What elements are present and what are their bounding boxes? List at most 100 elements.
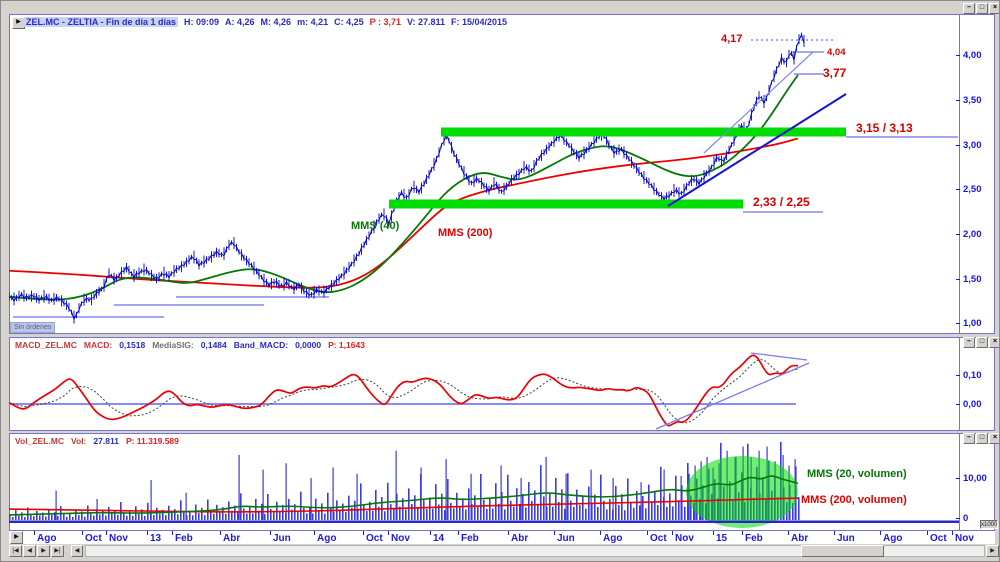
volume-bar	[468, 488, 470, 520]
y-axis-label: 2,50	[963, 184, 982, 195]
volume-bar	[318, 510, 320, 520]
volume-bar	[666, 506, 668, 520]
volume-bar	[177, 514, 179, 520]
close-button[interactable]: ×	[989, 3, 999, 14]
time-axis-label: Abr	[791, 533, 809, 544]
minimize-button[interactable]: –	[963, 3, 975, 14]
volume-header: Vol_ZEL.MC Vol: 27.811 P: 11.319.589	[15, 436, 186, 446]
volume-bar	[342, 503, 344, 520]
volume-bar	[213, 513, 215, 520]
volume-bar	[138, 513, 140, 520]
title-segment: P : 3,71	[369, 17, 401, 27]
time-axis	[9, 531, 995, 544]
volume-bar	[465, 509, 467, 520]
price-window-controls: – □ ×	[962, 3, 999, 21]
macd-signal-line	[9, 358, 799, 424]
volume-bar	[54, 512, 56, 520]
volume-bar	[75, 509, 77, 520]
time-axis-label: Nov	[109, 533, 128, 544]
price-chart-canvas[interactable]	[9, 14, 959, 333]
volume-spike-bar	[238, 454, 240, 520]
time-axis-tick	[713, 531, 714, 535]
volume-bar	[330, 508, 332, 520]
scrollbar-left-arrow-button[interactable]: ◀	[71, 545, 83, 557]
volume-chart-canvas[interactable]	[9, 433, 959, 531]
time-axis-tick	[834, 531, 835, 535]
volume-bar	[516, 488, 518, 520]
volume-bar	[594, 494, 596, 520]
maximize-button[interactable]: □	[976, 433, 988, 444]
volume-bar	[363, 504, 365, 520]
header-segment: MACD:	[83, 340, 113, 350]
y-axis-label: 1,00	[963, 318, 982, 329]
volume-bar	[303, 507, 305, 520]
title-segment: H: 09:09	[184, 17, 220, 27]
volume-bar	[597, 506, 599, 520]
volume-bar	[165, 515, 167, 520]
volume-bar	[351, 507, 353, 520]
volume-bar	[609, 498, 611, 520]
volume-spike-bar	[640, 482, 642, 520]
volume-bar	[99, 514, 101, 520]
volume-bar	[357, 509, 359, 520]
volume-bar	[81, 511, 83, 520]
title-segment: C: 4,25	[334, 17, 364, 27]
volume-bar	[606, 509, 608, 520]
y-axis-label: 1,50	[963, 274, 982, 285]
volume-bar	[447, 479, 449, 520]
volume-bar	[591, 503, 593, 520]
maximize-button[interactable]: □	[976, 337, 988, 348]
volume-bar	[660, 466, 662, 520]
volume-bar	[624, 510, 626, 520]
scrollbar-thumb[interactable]	[801, 545, 884, 557]
volume-bar	[21, 512, 23, 520]
volume-multiplier-label: x1000	[980, 520, 998, 529]
volume-bar	[438, 504, 440, 520]
volume-bar	[153, 514, 155, 520]
volume-bar	[474, 495, 476, 520]
title-segment: M: 4,26	[260, 17, 292, 27]
volume-bar	[498, 503, 500, 520]
minimize-button[interactable]: –	[963, 337, 975, 348]
time-axis-expander-icon[interactable]: ▶	[10, 531, 23, 544]
volume-spike-bar	[332, 467, 334, 520]
volume-bar	[102, 510, 104, 520]
y-axis-label: 2,00	[963, 229, 982, 240]
scrollbar-last-button[interactable]: ▶|	[51, 545, 64, 557]
volume-bar	[201, 507, 203, 520]
scrollbar-step-back-button[interactable]: ◀	[23, 545, 36, 557]
time-axis-tick	[430, 531, 431, 535]
time-axis-label: Ago	[603, 533, 623, 544]
maximize-button[interactable]: □	[976, 3, 988, 14]
scrollbar-track[interactable]	[85, 545, 985, 557]
header-segment: MACD_ZEL.MC	[15, 340, 77, 350]
time-axis-tick	[172, 531, 173, 535]
volume-bar	[237, 512, 239, 520]
volume-bar	[378, 506, 380, 520]
volume-bar	[126, 515, 128, 520]
volume-bar	[180, 500, 182, 520]
time-axis-tick	[220, 531, 221, 535]
time-axis-tick	[554, 531, 555, 535]
volume-bar	[279, 510, 281, 520]
volume-bar	[411, 504, 413, 520]
volume-baseline	[9, 520, 959, 523]
scrollbar-first-button[interactable]: |◀	[9, 545, 22, 557]
volume-spike-bar	[395, 450, 397, 520]
time-axis-label: Oct	[650, 533, 667, 544]
y-axis-tick	[956, 234, 960, 235]
y-axis-label: 0,00	[963, 399, 982, 410]
volume-bar	[57, 515, 59, 520]
macd-chart-canvas[interactable]	[9, 337, 959, 431]
macd-line	[9, 354, 799, 427]
minimize-button[interactable]: –	[963, 433, 975, 444]
title-segment: F: 15/04/2015	[451, 17, 508, 27]
header-segment: P: 1,1643	[328, 340, 365, 350]
volume-window-controls: – □ ×	[962, 433, 999, 451]
scrollbar-step-forward-button[interactable]: ▶	[37, 545, 50, 557]
volume-bar	[693, 502, 695, 520]
scrollbar-right-arrow-button[interactable]: ▶	[986, 545, 999, 557]
close-button[interactable]: ×	[989, 433, 999, 444]
close-button[interactable]: ×	[989, 337, 999, 348]
